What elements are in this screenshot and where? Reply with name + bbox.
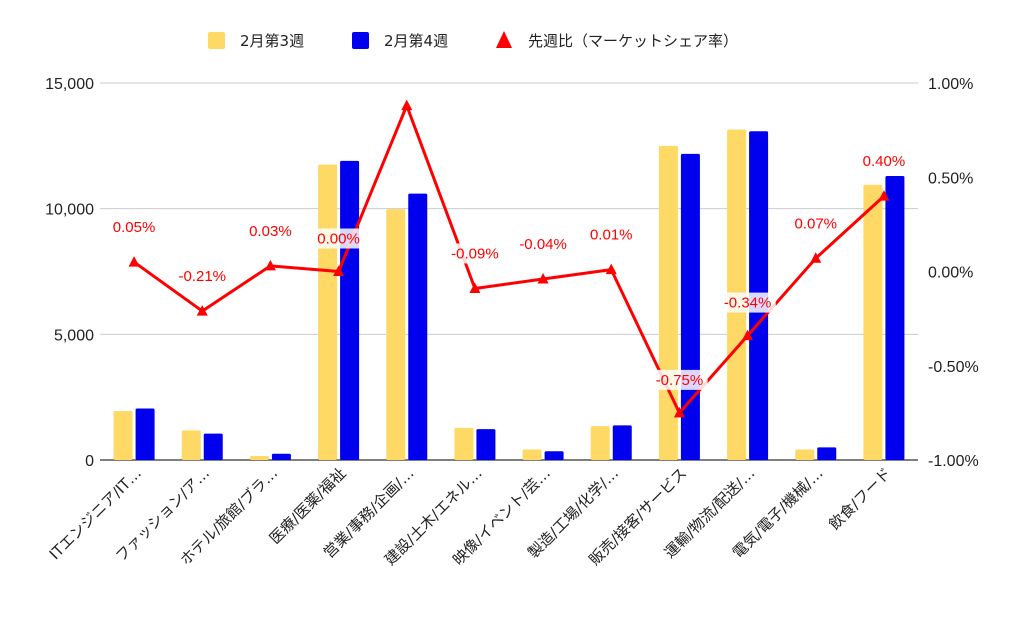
y-right-tick-label: 1.00% <box>928 76 973 93</box>
line-point <box>196 305 208 316</box>
bar <box>340 160 360 460</box>
data-label: 0.00% <box>317 231 360 248</box>
bar <box>454 427 474 460</box>
line-point <box>401 99 413 111</box>
bar <box>476 429 496 460</box>
bar <box>544 451 564 460</box>
y-right-tick-label: 0.50% <box>928 170 973 187</box>
data-label: 0.07% <box>794 215 837 232</box>
data-label-bg <box>859 151 908 172</box>
data-label: -0.09% <box>451 245 499 262</box>
data-label-bg <box>791 213 840 234</box>
line-point <box>673 406 685 418</box>
y-left-tick-label: 5,000 <box>54 327 94 344</box>
bar <box>271 453 291 460</box>
line-point <box>810 252 822 263</box>
data-label-bg <box>246 220 295 241</box>
data-label-bg <box>514 234 572 255</box>
data-label: 0.05% <box>113 219 156 236</box>
line-point <box>128 256 140 267</box>
legend-label: 先週比（マーケットシェア率） <box>528 32 738 50</box>
bar <box>181 430 201 460</box>
data-label: 0.40% <box>863 153 906 170</box>
line-point <box>742 329 754 341</box>
data-label-bg <box>174 266 231 287</box>
data-label-bg <box>446 243 504 264</box>
legend-label: 2月第4週 <box>384 32 448 50</box>
bar <box>249 455 269 460</box>
legend-swatch <box>208 32 225 49</box>
y-right-tick-label: -0.50% <box>928 359 979 376</box>
bar <box>135 408 155 460</box>
y-left-tick-label: 15,000 <box>45 76 94 93</box>
bar <box>590 426 610 460</box>
bar <box>612 425 632 460</box>
data-label: -0.75% <box>656 372 704 389</box>
data-label: -0.21% <box>178 268 226 285</box>
data-label: -0.04% <box>519 236 567 253</box>
data-label: 0.03% <box>249 223 292 240</box>
legend-swatch <box>352 32 369 49</box>
bar <box>680 153 700 460</box>
line-point <box>878 190 890 201</box>
data-label: -0.34% <box>724 295 772 312</box>
data-label-bg <box>314 228 363 249</box>
y-right-tick-label: -1.00% <box>928 453 979 470</box>
legend-swatch <box>496 31 512 48</box>
line-series <box>133 104 885 415</box>
x-category-label: 飲食/フード <box>825 464 894 533</box>
bar <box>658 145 678 461</box>
bar <box>113 410 133 460</box>
line-point <box>264 259 276 271</box>
bar <box>795 449 815 460</box>
data-label-bg <box>651 369 708 390</box>
data-label-bg <box>719 292 776 313</box>
legend-label: 2月第3週 <box>240 32 304 50</box>
bar <box>885 175 905 460</box>
bar <box>203 433 223 460</box>
data-label: 0.01% <box>590 227 633 244</box>
line-point <box>333 265 345 276</box>
y-right-tick-label: 0.00% <box>928 265 973 282</box>
bar <box>863 184 883 461</box>
line-point <box>469 282 481 293</box>
bar <box>318 164 338 460</box>
bar <box>522 449 542 460</box>
line-point <box>605 263 617 275</box>
data-label-bg <box>110 217 159 238</box>
bar <box>817 447 837 460</box>
y-left-tick-label: 10,000 <box>45 202 94 219</box>
line-point <box>537 273 549 284</box>
bar <box>408 193 428 460</box>
bar <box>386 209 406 460</box>
data-label-bg <box>587 224 636 245</box>
y-left-tick-label: 0 <box>85 453 94 470</box>
